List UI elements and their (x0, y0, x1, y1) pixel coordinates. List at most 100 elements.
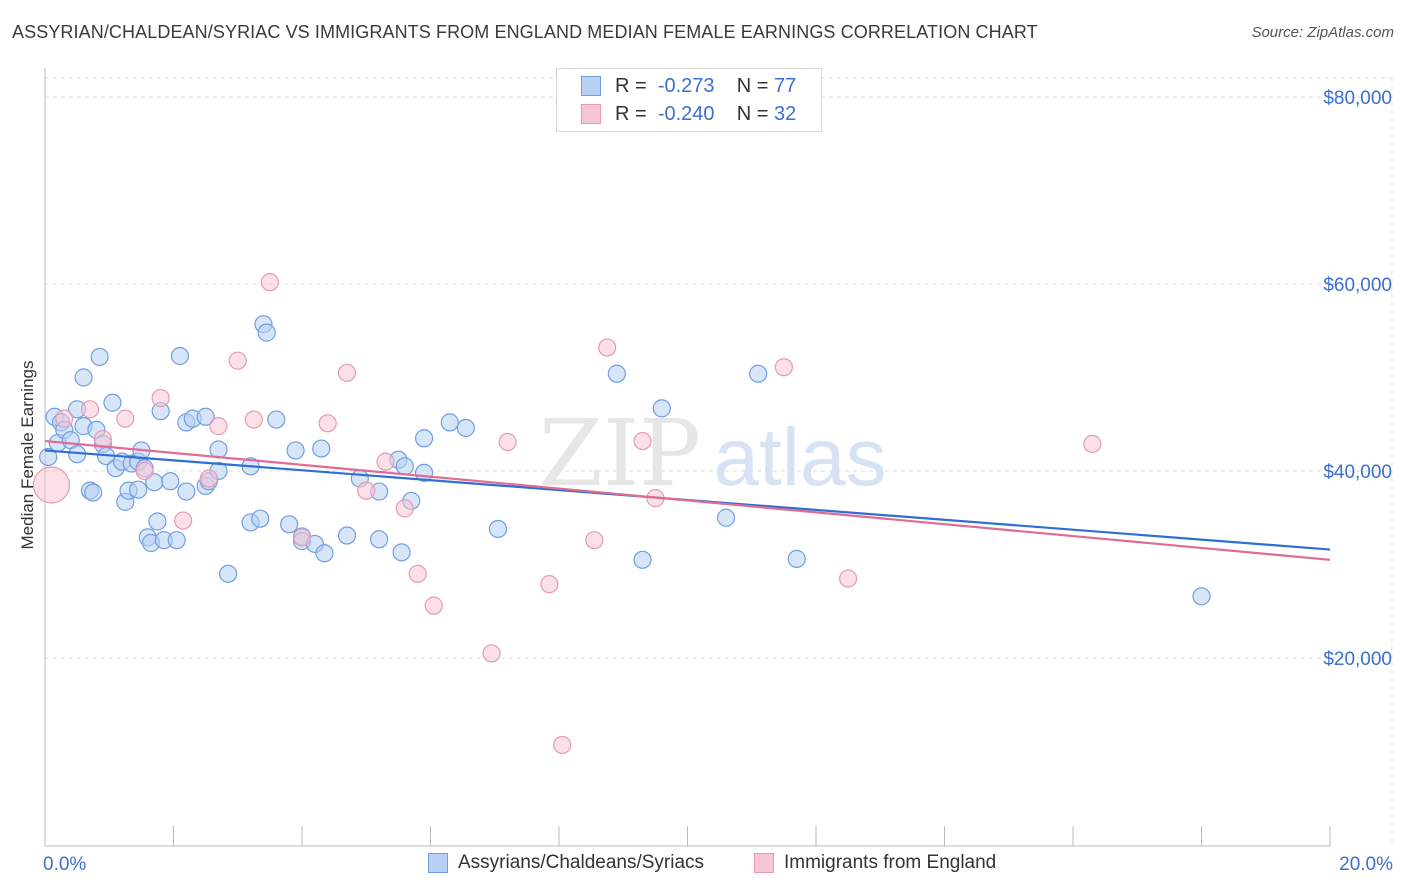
data-point (199, 469, 218, 488)
data-point (318, 414, 337, 433)
data-point (716, 508, 736, 527)
data-point (482, 644, 501, 663)
data-point (414, 429, 434, 448)
series-name: Immigrants from England (784, 852, 997, 873)
data-point (456, 418, 475, 438)
data-point (395, 457, 414, 476)
data-point (408, 564, 427, 583)
data-point (540, 575, 559, 594)
data-point (151, 388, 170, 408)
legend-swatch-blue (428, 853, 448, 873)
data-point (148, 512, 167, 531)
data-point (488, 519, 508, 539)
legend-row-assyrians: R = -0.273 N = 77 (581, 73, 796, 99)
data-point (116, 409, 135, 428)
data-point (598, 338, 617, 357)
data-point (585, 531, 604, 550)
data-point (84, 483, 103, 502)
data-point (749, 364, 768, 383)
data-point (257, 323, 276, 342)
data-point (787, 549, 806, 568)
n-label: N = (736, 102, 769, 125)
data-point (260, 273, 279, 292)
data-point (315, 544, 334, 563)
n-label: N = (736, 74, 769, 97)
data-point (424, 596, 443, 615)
data-point (129, 480, 148, 499)
data-point (209, 417, 228, 436)
data-point (286, 441, 305, 460)
data-point (135, 461, 154, 481)
data-point (392, 543, 411, 562)
r-value: -0.240 (657, 102, 715, 125)
data-point (170, 346, 190, 366)
legend-row-england: R = -0.240 N = 32 (581, 101, 796, 127)
data-point (280, 515, 299, 534)
series-legend-england: Immigrants from England (754, 852, 996, 874)
data-point (357, 481, 376, 500)
data-point (209, 440, 228, 459)
data-point (244, 410, 263, 429)
n-value: 32 (774, 102, 797, 125)
trend-lines (44, 439, 1331, 561)
data-point (774, 358, 793, 377)
data-point (90, 347, 109, 367)
y-tick-label: $80,000 (1323, 88, 1392, 109)
data-point (32, 466, 71, 504)
source-credit: Source: ZipAtlas.com (1251, 24, 1394, 41)
y-tick-label: $40,000 (1323, 462, 1392, 483)
data-point (1192, 587, 1211, 606)
legend-swatch-pink (581, 104, 601, 124)
data-point (55, 409, 74, 428)
r-label: R = (615, 102, 647, 125)
y-tick-label: $20,000 (1323, 649, 1392, 670)
svg-text:atlas: atlas (713, 412, 886, 503)
data-point (633, 550, 652, 569)
y-tick-label: $60,000 (1323, 275, 1392, 296)
legend-swatch-blue (581, 76, 601, 96)
data-point (228, 351, 247, 370)
data-point (251, 509, 270, 528)
tick-labels: $20,000 $40,000 $60,000 $80,000 0.0% 20.0% (43, 88, 1393, 875)
data-point (607, 364, 626, 383)
data-point (337, 526, 357, 545)
data-point (1083, 434, 1102, 453)
legend-swatch-pink (754, 853, 774, 873)
data-point (177, 482, 196, 501)
data-point (292, 528, 312, 547)
data-point (167, 531, 186, 550)
data-point (633, 431, 652, 451)
data-point (267, 410, 286, 429)
data-point (312, 439, 331, 458)
data-point (74, 368, 93, 387)
data-point (219, 564, 238, 583)
x-tick-label-min: 0.0% (43, 854, 86, 875)
data-point (498, 432, 517, 452)
data-point (395, 499, 414, 518)
data-point (440, 413, 459, 432)
data-point (39, 447, 58, 467)
data-point (196, 407, 215, 426)
data-point (80, 400, 100, 419)
x-tick-label-max: 20.0% (1339, 854, 1393, 875)
trend-line (44, 439, 1331, 561)
data-point (370, 530, 389, 549)
data-point (337, 363, 357, 382)
series-england-points (32, 273, 1102, 755)
data-point (103, 393, 122, 412)
data-point (161, 472, 180, 491)
r-value: -0.273 (657, 74, 715, 97)
data-point (839, 569, 858, 588)
series-name: Assyrians/Chaldeans/Syriacs (458, 852, 705, 873)
r-label: R = (615, 74, 647, 97)
data-point (376, 452, 395, 471)
series-legend-assyrians: Assyrians/Chaldeans/Syriacs (428, 852, 704, 874)
data-point (652, 399, 671, 418)
data-point (93, 430, 112, 449)
data-point (174, 511, 193, 530)
data-point (553, 735, 572, 755)
chart-title: ASSYRIAN/CHALDEAN/SYRIAC VS IMMIGRANTS F… (12, 22, 1038, 42)
n-value: 77 (774, 74, 797, 97)
stats-legend: R = -0.273 N = 77 R = -0.240 N = 32 (556, 68, 822, 132)
